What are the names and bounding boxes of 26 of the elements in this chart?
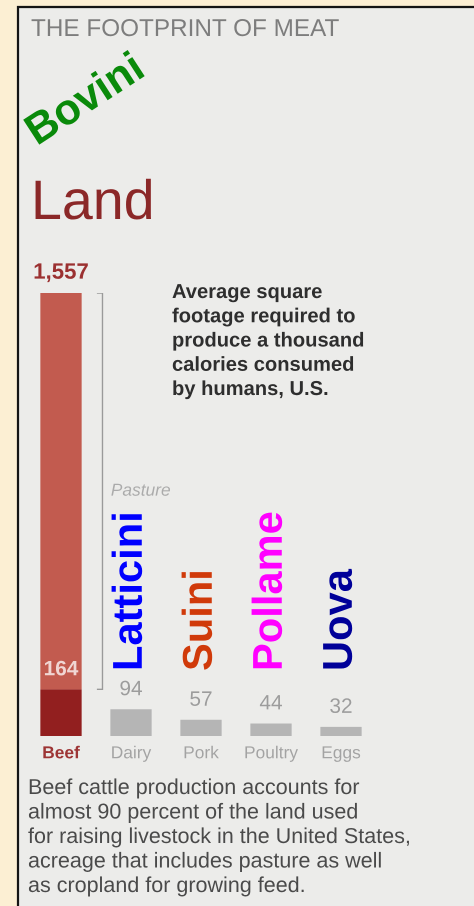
bar — [110, 709, 152, 736]
annotation: Pollame — [252, 512, 282, 668]
data-label: 44 — [260, 695, 282, 710]
bar — [40, 689, 82, 736]
x-tick-label: Pork — [184, 746, 219, 758]
bar — [40, 293, 82, 690]
data-label: 164 — [44, 660, 78, 676]
text: Average square footage required to produce a thousand calories consumed by humans, U.S. — [172, 284, 364, 400]
annotation: Suini — [182, 572, 212, 670]
bar — [180, 720, 222, 736]
text: THE FOOTPRINT OF MEAT — [32, 19, 339, 36]
x-tick-label: Eggs — [322, 746, 360, 762]
text: Beef cattle production accounts for almost 90 percent of the land used for raising livestock in the United States, acreage that includes pasture as well as cropland for growing feed. — [28, 778, 409, 896]
x-tick-label: Poultry — [245, 746, 298, 762]
bar — [320, 726, 362, 736]
total-label: 1,557 — [34, 263, 88, 282]
annotation: Latticini — [112, 514, 142, 668]
annotation: Uova — [323, 568, 352, 668]
x-tick-label: Dairy — [112, 746, 152, 762]
x-tick-label: Beef — [43, 746, 80, 758]
chart-title: Land — [36, 178, 152, 220]
data-label: 94 — [120, 680, 142, 696]
data-label: 57 — [190, 691, 212, 706]
data-label: 32 — [330, 698, 352, 714]
series-label: Pasture — [111, 484, 170, 496]
bar — [250, 723, 292, 736]
